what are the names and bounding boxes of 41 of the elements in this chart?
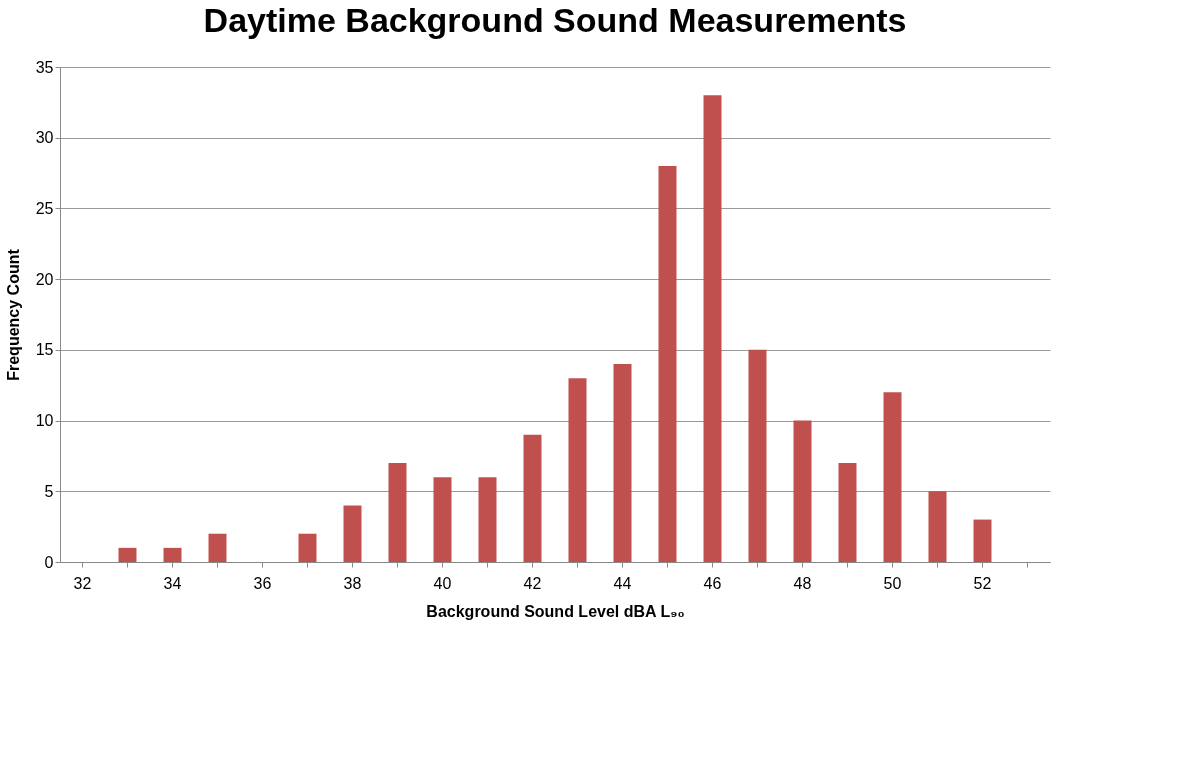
- y-tick-label: 10: [35, 412, 54, 430]
- bar: [433, 477, 452, 562]
- bar: [793, 420, 812, 562]
- bar: [343, 505, 362, 562]
- x-tick-label: 44: [613, 574, 632, 592]
- x-tick-label: 50: [883, 574, 902, 592]
- y-tick-label: 20: [35, 270, 54, 288]
- bar: [928, 491, 947, 562]
- bar: [658, 166, 677, 562]
- x-tick-label: 36: [253, 574, 272, 592]
- x-tick-label: 46: [703, 574, 722, 592]
- x-tick-label: 48: [793, 574, 812, 592]
- bar: [748, 349, 767, 562]
- y-axis-title: Frequency Count: [4, 248, 22, 381]
- bar: [298, 533, 317, 562]
- bar: [118, 547, 137, 562]
- bar: [883, 392, 902, 562]
- y-tick-label: 25: [35, 199, 54, 217]
- bar: [523, 434, 542, 562]
- x-tick-label: 52: [973, 574, 992, 592]
- x-tick-label: 32: [73, 574, 92, 592]
- x-tick-label: 38: [343, 574, 362, 592]
- bar: [973, 519, 992, 562]
- chart-title: Daytime Background Sound Measurements: [203, 1, 907, 39]
- x-tick-label: 34: [163, 574, 182, 592]
- bar: [613, 364, 632, 562]
- y-tick-label: 35: [35, 58, 54, 76]
- x-tick-label: 42: [523, 574, 542, 592]
- bar: [838, 463, 857, 562]
- bar: [163, 547, 182, 562]
- bar: [388, 463, 407, 562]
- y-tick-label: 0: [44, 553, 54, 571]
- bar: [478, 477, 497, 562]
- y-tick-label: 30: [35, 129, 54, 147]
- y-tick-label: 5: [44, 482, 54, 500]
- y-tick-label: 15: [35, 341, 54, 359]
- x-axis-title: Background Sound Level dBA L₉₀: [426, 602, 685, 620]
- bar: [703, 95, 722, 562]
- bar: [208, 533, 227, 562]
- bar: [568, 378, 587, 562]
- x-tick-label: 40: [433, 574, 452, 592]
